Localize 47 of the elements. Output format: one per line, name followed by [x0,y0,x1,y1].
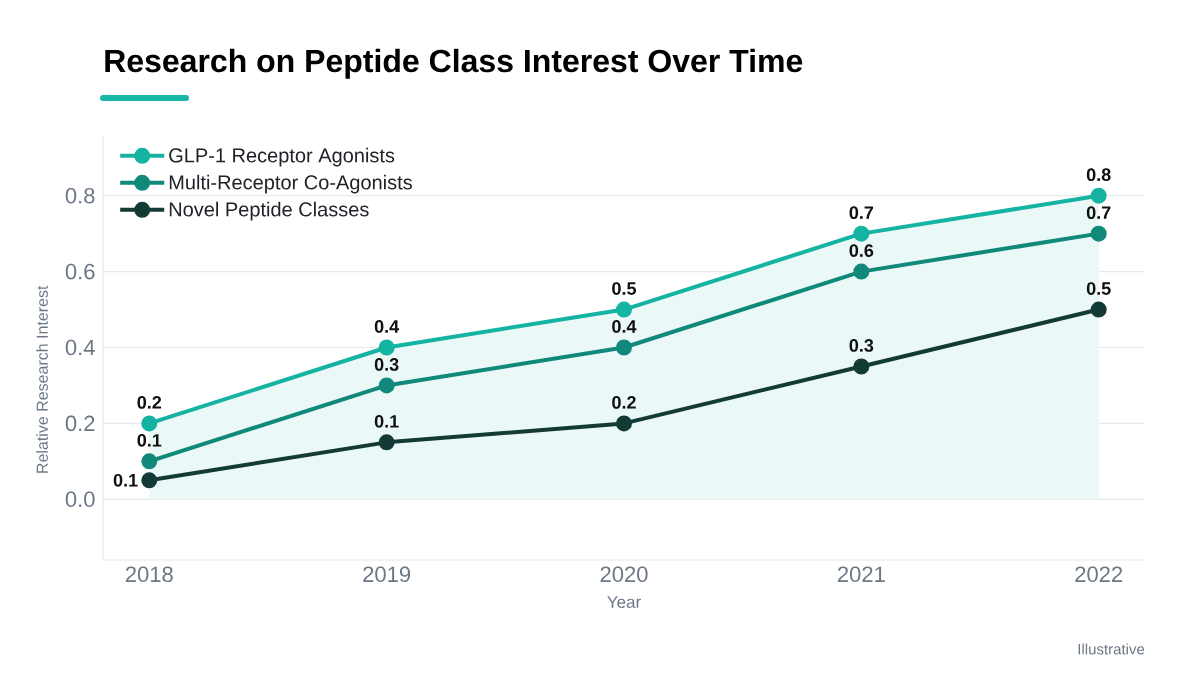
data-label: 0.3 [374,358,399,371]
y-tick-label: 0.0 [65,491,95,508]
point [141,415,158,432]
y-tick-label: 0.2 [65,415,95,432]
data-label: 0.1 [113,473,138,487]
x-tick-label: 2022 [1075,566,1123,583]
data-label: 0.2 [137,396,162,409]
point [141,453,158,470]
point [615,301,632,318]
data-label: 0.8 [1086,168,1111,182]
data-label: 0.3 [849,339,874,352]
data-label: 0.2 [612,396,636,409]
data-label: 0.5 [1086,282,1111,295]
y-tick-label: 0.8 [65,187,95,204]
point [853,358,870,375]
point [378,339,395,356]
point [378,434,395,451]
y-tick-label: 0.4 [65,339,95,356]
data-label: 0.6 [849,244,874,257]
point [141,472,158,489]
text: Illustrative [1078,643,1145,655]
point [1090,301,1107,318]
x-tick-label: 2018 [125,566,173,583]
point [853,225,870,242]
point [1090,187,1107,204]
point [615,415,632,432]
y-tick-label: 0.6 [65,263,95,280]
data-label: 0.5 [612,282,637,295]
legend-label: Novel Peptide Classes [169,201,369,221]
data-label: 0.1 [374,414,399,428]
point [853,263,870,280]
data-label: 0.7 [1086,206,1111,220]
point [615,339,632,356]
data-label: 0.4 [374,320,400,333]
point [378,377,395,394]
y-axis-title: Relative Research Interest [36,285,48,473]
x-axis-title: Year [607,596,641,609]
legend-label: Multi-Receptor Co-Agonists [169,174,412,194]
x-tick-label: 2019 [363,566,411,583]
chart-title: Research on Peptide Class Interest Over Time [105,48,803,79]
data-label: 0.4 [612,320,637,333]
data-label: 0.7 [849,206,874,220]
x-tick-label: 2021 [837,566,885,583]
point [1090,225,1107,242]
legend-label: GLP-1 Receptor Agonists [169,147,395,167]
x-tick-label: 2020 [600,566,648,583]
data-label: 0.1 [137,433,162,447]
